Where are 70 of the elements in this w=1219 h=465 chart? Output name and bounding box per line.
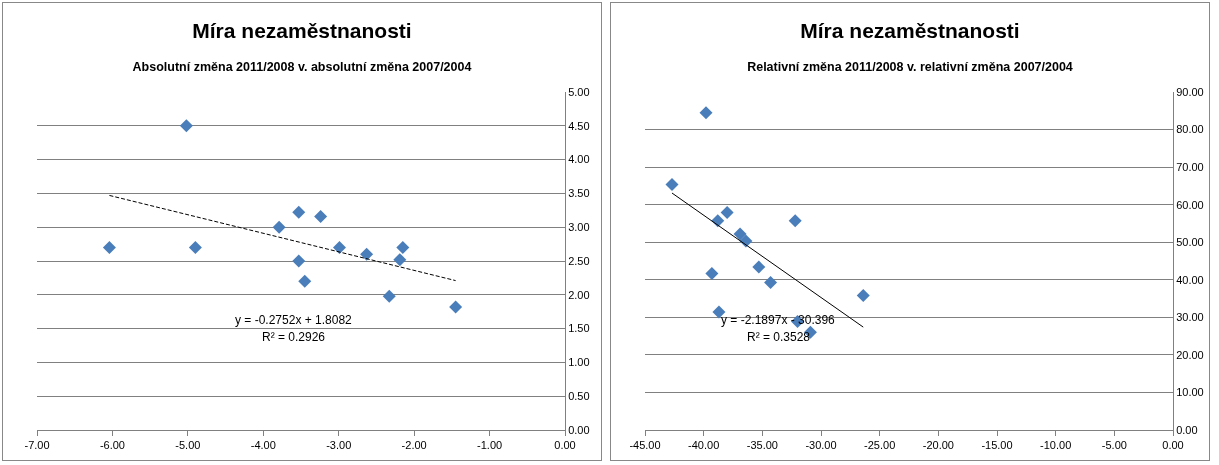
- x-tick-label: -40.00: [688, 439, 720, 452]
- point: [292, 205, 306, 219]
- point: [720, 206, 734, 220]
- point: [788, 214, 802, 228]
- y-tick-label: 0.00: [568, 423, 590, 436]
- point: [752, 260, 766, 274]
- x-tick-label: -7.00: [24, 439, 50, 452]
- y-tick-label: 10.00: [1176, 386, 1204, 399]
- point: [298, 274, 312, 288]
- y-tick-label: 40.00: [1176, 273, 1204, 286]
- y-tick-label: 0.50: [568, 390, 590, 403]
- x-tick-label: -20.00: [922, 439, 954, 452]
- y-tick-label: 80.00: [1176, 123, 1204, 136]
- point: [396, 240, 410, 254]
- chart-title: Míra nezaměstnanosti: [800, 19, 1020, 43]
- y-tick-label: 90.00: [1176, 85, 1204, 98]
- point: [179, 119, 193, 133]
- point: [332, 240, 346, 254]
- y-tick-label: 3.00: [568, 221, 590, 234]
- y-tick-label: 70.00: [1176, 160, 1204, 173]
- point: [449, 300, 463, 314]
- y-tick-label: 4.50: [568, 119, 590, 132]
- x-tick-label: -5.00: [175, 439, 201, 452]
- annotation: R² = 0.3528: [747, 330, 811, 344]
- point: [382, 289, 396, 303]
- x-tick-label: -30.00: [805, 439, 837, 452]
- chart-subtitle: Relativní změna 2011/2008 v. relativní změna 2007/2004: [747, 60, 1073, 75]
- x-tick-label: 0.00: [1162, 439, 1184, 452]
- x-tick-label: -35.00: [746, 439, 778, 452]
- point: [360, 247, 374, 261]
- annotation: R² = 0.2926: [262, 330, 326, 344]
- point: [314, 209, 328, 223]
- chart-title: Míra nezaměstnanosti: [192, 19, 412, 43]
- point: [764, 275, 778, 289]
- x-tick-label: -15.00: [981, 439, 1013, 452]
- x-tick-label: -25.00: [864, 439, 896, 452]
- y-tick-label: 0.00: [1176, 423, 1198, 436]
- chart-subtitle: Absolutní změna 2011/2008 v. absolutní změna 2007/2004: [132, 60, 472, 75]
- x-tick-label: -5.00: [1101, 439, 1127, 452]
- y-tick-label: 5.00: [568, 85, 590, 98]
- point: [712, 305, 726, 319]
- x-tick-label: -1.00: [477, 439, 503, 452]
- y-tick-label: 1.00: [568, 356, 590, 369]
- point: [733, 227, 747, 241]
- x-tick-label: -3.00: [326, 439, 352, 452]
- x-tick-label: -45.00: [629, 439, 661, 452]
- y-tick-label: 60.00: [1176, 198, 1204, 211]
- point: [665, 177, 679, 191]
- point: [188, 240, 202, 254]
- annotation: y = -0.2752x + 1.8082: [235, 313, 353, 327]
- y-tick-label: 4.00: [568, 153, 590, 166]
- point: [272, 220, 286, 234]
- x-tick-label: -10.00: [1040, 439, 1072, 452]
- x-tick-label: -6.00: [99, 439, 125, 452]
- x-tick-label: -4.00: [250, 439, 276, 452]
- point: [705, 266, 719, 280]
- y-tick-label: 2.50: [568, 254, 590, 267]
- x-tick-label: -2.00: [401, 439, 427, 452]
- point: [856, 289, 870, 303]
- y-tick-label: 1.50: [568, 322, 590, 335]
- y-tick-label: 30.00: [1176, 311, 1204, 324]
- point: [393, 253, 407, 267]
- point: [292, 254, 306, 268]
- x-tick-label: 0.00: [554, 439, 576, 452]
- y-tick-label: 3.50: [568, 187, 590, 200]
- y-tick-label: 2.00: [568, 288, 590, 301]
- y-tick-label: 50.00: [1176, 236, 1204, 249]
- y-tick-label: 20.00: [1176, 348, 1204, 361]
- point: [102, 240, 116, 254]
- point: [699, 106, 713, 120]
